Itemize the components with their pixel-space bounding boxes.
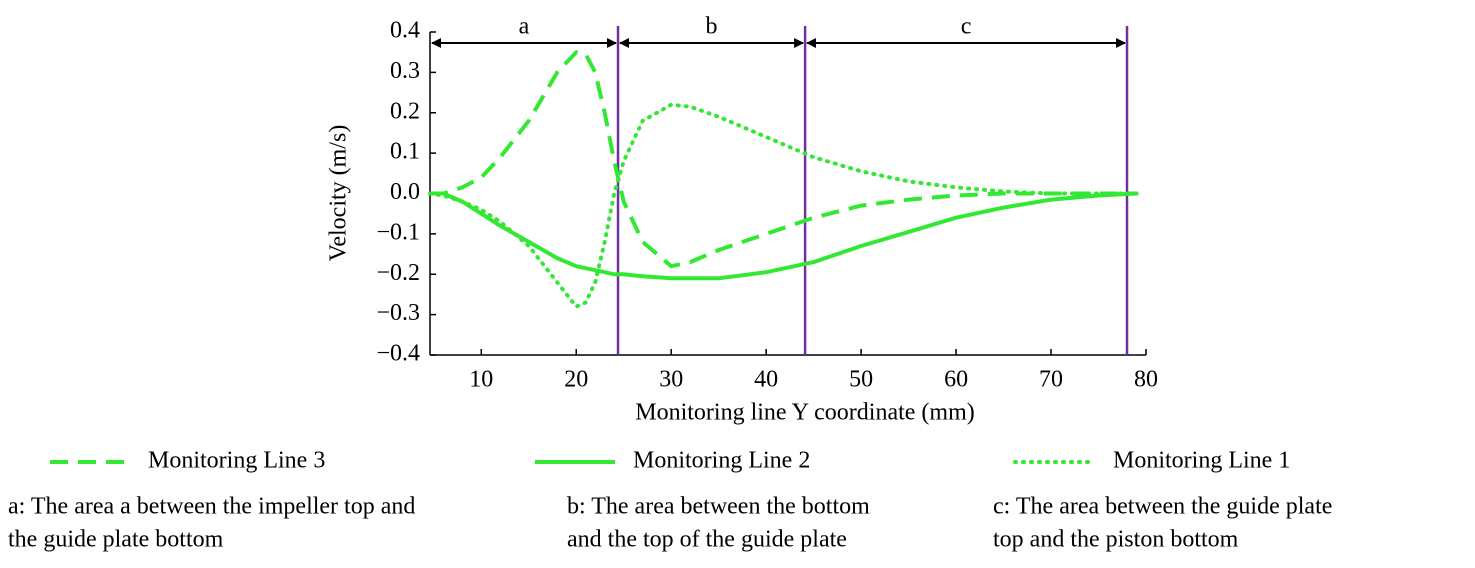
x-axis-label: Monitoring line Y coordinate (mm) [635,400,974,426]
x-tick-label: 20 [564,367,588,393]
y-tick-label: 0.4 [390,18,420,44]
series-line [430,50,1137,269]
y-tick-label: 0.2 [390,98,420,124]
y-tick-label: −0.4 [376,341,420,367]
y-tick-label: 0.0 [390,179,420,205]
legend-label: Monitoring Line 1 [1113,448,1290,474]
y-tick-label: −0.2 [376,260,420,286]
note-text: c: The area between the guide plate [993,494,1332,520]
x-tick-label: 30 [659,367,683,393]
y-tick-label: 0.1 [390,139,420,165]
y-tick-label: 0.3 [390,58,420,84]
x-tick-label: 40 [754,367,778,393]
x-tick-label: 70 [1039,367,1063,393]
series-line [430,191,1137,281]
region-label: a [519,14,530,40]
legend-label: Monitoring Line 3 [148,448,325,474]
note-text: top and the piston bottom [993,527,1239,553]
x-tick-label: 60 [944,367,968,393]
x-tick-label: 80 [1134,367,1158,393]
note-text: b: The area between the bottom [567,494,870,520]
x-tick-label: 10 [469,367,493,393]
region-label: b [706,14,718,40]
region-label: c [961,14,972,40]
note-text: the guide plate bottom [8,527,224,553]
y-tick-label: −0.1 [376,219,420,245]
y-axis-label: Velocity (m/s) [326,125,352,262]
x-tick-label: 50 [849,367,873,393]
y-tick-label: −0.3 [376,300,420,326]
legend-label: Monitoring Line 2 [633,448,810,474]
series-line [428,102,1139,309]
note-text: and the top of the guide plate [567,527,847,553]
note-text: a: The area a between the impeller top a… [8,494,415,520]
